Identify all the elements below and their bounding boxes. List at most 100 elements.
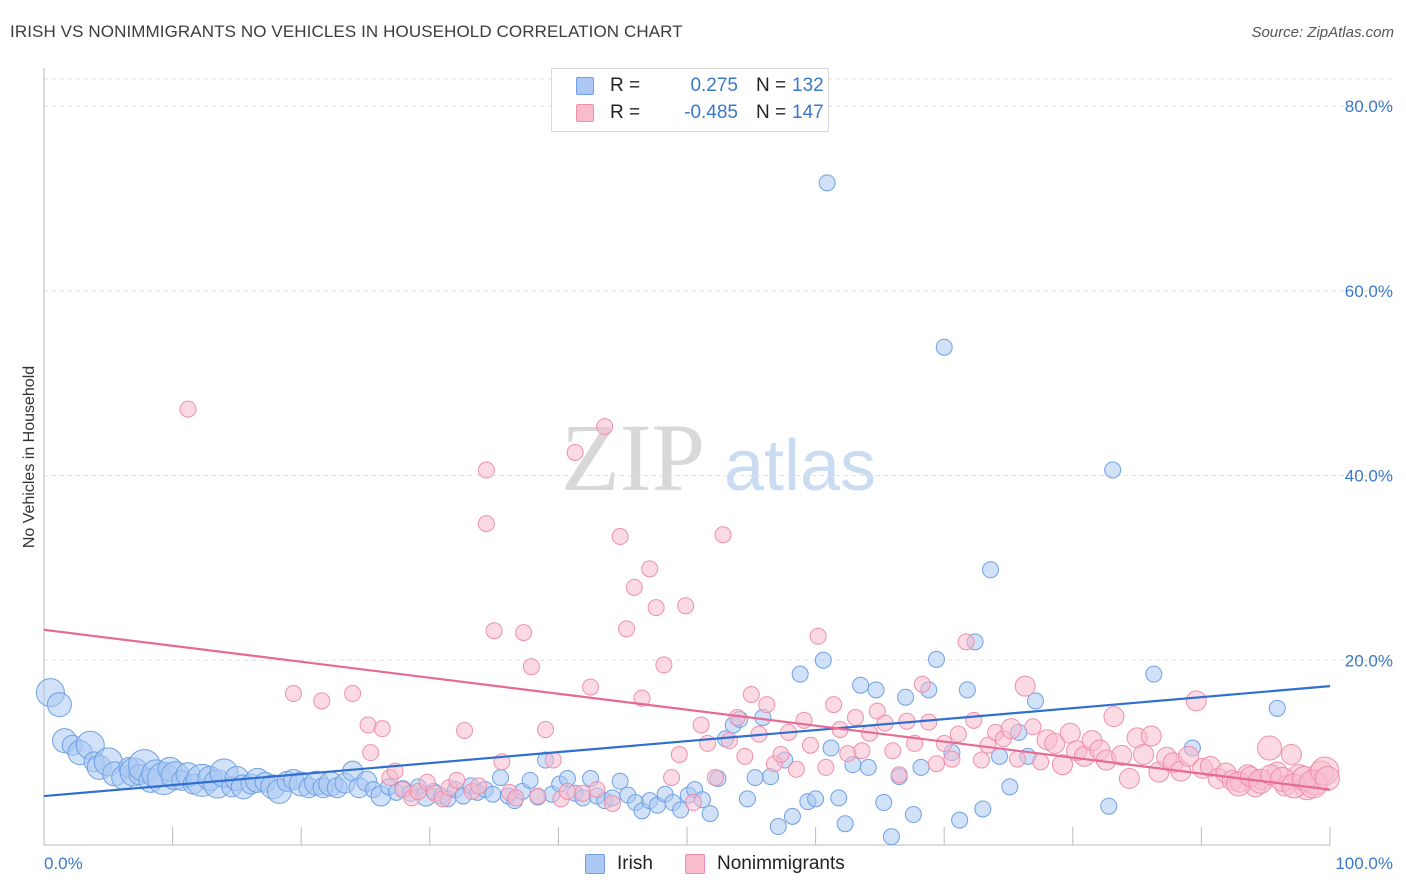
irish-point [783,807,801,825]
nonimmigrants-point [596,418,614,436]
nonimmigrants-point [1140,725,1162,747]
nonimmigrants-point [470,777,488,795]
nonimmigrants-swatch [576,104,594,122]
watermark-zip: ZIP [561,404,705,511]
trend-lines [43,628,1331,798]
nonimmigrants-point [373,720,391,738]
r-value: 0.275 [690,75,738,96]
nonimmigrants-point [742,685,760,703]
nonimmigrants-point [456,721,474,739]
irish-point [484,785,502,803]
irish-point [822,739,840,757]
nonimmigrants-point [448,771,466,789]
nonimmigrants-point [972,751,990,769]
irish-point [521,771,539,789]
nonimmigrants-point [477,515,495,533]
irish-point [492,769,510,787]
nonimmigrants-point [758,696,776,714]
watermark: ZIP atlas [561,404,876,511]
nonimmigrants-point [1257,735,1283,761]
nonimmigrants-point [957,633,975,651]
nonimmigrants-point [684,794,702,812]
nonimmigrants-point [507,789,525,807]
irish-point [981,561,999,579]
nonimmigrants-point [1000,718,1022,740]
nonimmigrants-point [817,758,835,776]
nonimmigrants-point [1185,690,1207,712]
legend: Irish Nonimmigrants [0,852,1406,878]
nonimmigrants-point [1118,768,1140,790]
irish-point [882,828,900,846]
n-label: N = [756,102,787,123]
legend-label-nonimmigrants: Nonimmigrants [717,853,845,874]
legend-label-irish: Irish [617,853,653,874]
nonimmigrants-swatch [685,854,705,874]
nonimmigrants-point [920,713,938,731]
nonimmigrants-point [582,678,600,696]
irish-point [1145,665,1163,683]
nonimmigrants-point [949,725,967,743]
irish-point [867,681,885,699]
y-tick-label: 80.0% [1345,97,1393,116]
irish-point [1104,461,1122,479]
y-tick-label: 60.0% [1345,282,1393,301]
irish-point [1268,699,1286,717]
nonimmigrants-point [943,750,961,768]
nonimmigrants-point [1178,745,1200,767]
x-tick-label-min: 0.0% [44,854,83,873]
nonimmigrants-point [655,656,673,674]
y-tick-label: 40.0% [1345,467,1393,486]
nonimmigrants-point [1044,732,1066,754]
nonimmigrants-point [1111,744,1133,766]
r-label: R = [610,102,641,123]
chart-title: IRISH VS NONIMMIGRANTS NO VEHICLES IN HO… [10,22,683,41]
irish-point [672,801,690,819]
irish-point [951,811,969,829]
irish-trend-line [43,685,1331,798]
nonimmigrants-point [588,781,606,799]
irish-point [46,692,72,718]
irish-point [807,790,825,808]
irish-point [836,815,854,833]
y-tick-labels: 20.0% 40.0% 60.0% 80.0% [1345,97,1393,670]
irish-point [1001,778,1019,796]
irish-point [904,806,922,824]
nonimmigrants-point [515,624,533,642]
r-value: -0.485 [684,102,738,123]
n-value: 147 [792,102,824,123]
nonimmigrants-point [801,736,819,754]
nonimmigrants-point [313,692,331,710]
nonimmigrants-point [566,444,584,461]
y-tick-label: 20.0% [1345,651,1393,670]
nonimmigrants-point [787,760,805,778]
nonimmigrants-point [179,400,197,418]
nonimmigrants-point [677,597,695,615]
irish-point [1027,692,1045,710]
stats-box: R = 0.275 N = 132 R = -0.485 N = 147 [551,68,829,132]
nonimmigrants-point [618,620,636,638]
irish-point [852,676,870,694]
irish-point [791,665,809,683]
nonimmigrants-point [706,769,724,787]
nonimmigrants-point [1103,706,1125,728]
nonimmigrants-point [574,784,592,802]
nonimmigrants-point [284,685,302,703]
r-label: R = [610,75,641,96]
grid-lines [44,78,1392,661]
nonimmigrants-point [359,716,377,734]
nonimmigrants-point [692,716,710,734]
nonimmigrants-point [1052,754,1074,776]
nonimmigrants-point [890,766,908,784]
irish-point [859,758,877,776]
nonimmigrants-point [603,794,621,812]
watermark-atlas: atlas [724,426,876,506]
nonimmigrants-point [485,622,503,640]
x-tick-label-max: 100.0% [1335,854,1393,873]
irish-swatch [585,854,605,874]
nonimmigrants-point [670,745,688,763]
nonimmigrants-point [839,745,857,763]
nonimmigrants-point [1314,766,1340,792]
nonimmigrants-point [1014,675,1036,697]
irish-point [1100,797,1118,815]
